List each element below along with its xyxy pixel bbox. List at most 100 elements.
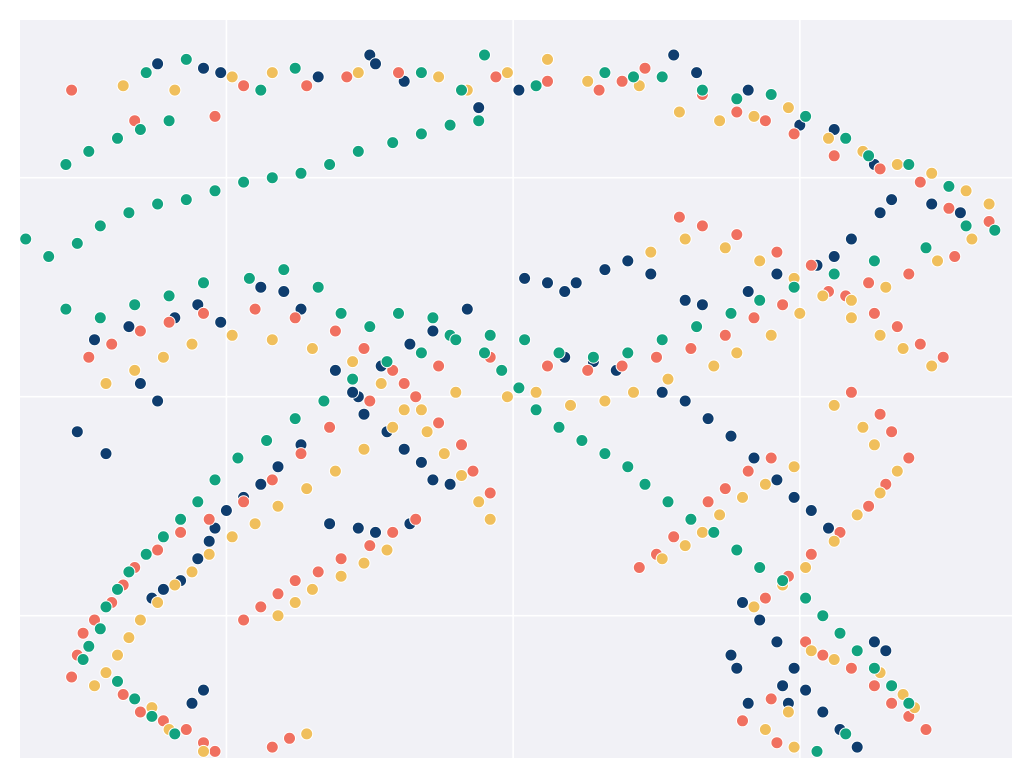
data-point-series-2 bbox=[237, 613, 251, 627]
data-point-series-4 bbox=[242, 271, 256, 285]
data-point-series-4 bbox=[99, 600, 113, 614]
data-point-series-1 bbox=[770, 267, 784, 281]
data-point-series-4 bbox=[627, 70, 640, 84]
data-point-series-2 bbox=[363, 539, 377, 553]
data-point-series-2 bbox=[730, 228, 744, 242]
data-point-series-2 bbox=[432, 359, 446, 373]
data-point-series-2 bbox=[179, 723, 193, 736]
data-point-series-4 bbox=[133, 123, 147, 136]
data-point-series-2 bbox=[741, 464, 755, 478]
data-point-series-2 bbox=[248, 302, 262, 316]
data-point-series-1 bbox=[741, 696, 755, 710]
data-point-series-3 bbox=[844, 311, 858, 325]
data-point-series-1 bbox=[804, 504, 818, 517]
data-point-series-2 bbox=[867, 306, 881, 320]
data-point-series-3 bbox=[982, 197, 996, 211]
data-point-series-1 bbox=[827, 250, 841, 263]
data-point-series-4 bbox=[655, 333, 669, 347]
data-point-series-3 bbox=[437, 447, 451, 461]
data-point-series-2 bbox=[237, 79, 251, 93]
data-point-series-4 bbox=[684, 512, 698, 526]
data-point-series-2 bbox=[208, 744, 222, 758]
data-point-series-4 bbox=[288, 412, 302, 426]
data-point-series-3 bbox=[718, 241, 732, 255]
data-point-series-3 bbox=[397, 403, 411, 417]
data-point-series-2 bbox=[730, 105, 744, 119]
data-point-series-1 bbox=[122, 320, 136, 334]
data-point-series-4 bbox=[839, 727, 853, 741]
data-point-series-2 bbox=[615, 359, 629, 373]
data-point-series-2 bbox=[718, 328, 732, 342]
data-point-series-3 bbox=[655, 552, 669, 566]
data-point-series-2 bbox=[432, 416, 446, 430]
data-point-series-2 bbox=[701, 495, 715, 509]
data-point-series-2 bbox=[271, 587, 285, 601]
data-point-series-2 bbox=[718, 482, 732, 496]
data-point-series-2 bbox=[197, 306, 210, 320]
data-point-series-2 bbox=[323, 420, 337, 434]
data-point-series-4 bbox=[93, 219, 107, 233]
data-point-series-1 bbox=[277, 285, 291, 298]
data-point-series-2 bbox=[162, 315, 176, 329]
data-point-series-3 bbox=[300, 482, 314, 496]
data-point-series-4 bbox=[111, 582, 124, 596]
data-point-series-3 bbox=[334, 569, 348, 583]
data-point-series-1 bbox=[254, 280, 268, 294]
data-point-series-4 bbox=[254, 83, 268, 97]
data-point-series-2 bbox=[483, 486, 497, 500]
data-point-series-4 bbox=[294, 166, 308, 180]
data-point-series-4 bbox=[59, 302, 73, 316]
data-point-series-3 bbox=[581, 74, 595, 88]
data-point-series-2 bbox=[82, 350, 96, 364]
data-point-series-4 bbox=[827, 267, 841, 281]
data-point-series-3 bbox=[747, 600, 761, 614]
data-point-series-2 bbox=[672, 210, 686, 224]
data-point-series-4 bbox=[443, 118, 457, 132]
data-point-series-2 bbox=[948, 250, 962, 263]
data-point-series-3 bbox=[661, 372, 675, 386]
data-point-series-3 bbox=[598, 394, 612, 408]
data-point-series-4 bbox=[277, 263, 291, 277]
data-point-series-1 bbox=[133, 377, 147, 390]
data-point-series-2 bbox=[885, 425, 899, 439]
data-point-series-2 bbox=[409, 390, 423, 404]
data-point-series-4 bbox=[661, 495, 675, 509]
data-point-series-3 bbox=[541, 52, 554, 66]
data-point-series-3 bbox=[305, 342, 319, 355]
data-point-series-1 bbox=[655, 385, 669, 399]
data-point-series-3 bbox=[890, 158, 904, 171]
data-point-series-3 bbox=[305, 582, 319, 596]
data-point-series-3 bbox=[713, 114, 727, 128]
data-point-series-2 bbox=[105, 337, 119, 351]
data-point-series-4 bbox=[862, 149, 876, 163]
data-point-series-3 bbox=[374, 377, 388, 390]
data-point-series-4 bbox=[478, 346, 491, 360]
data-point-series-4 bbox=[598, 447, 612, 461]
data-point-series-4 bbox=[122, 206, 136, 220]
data-point-series-3 bbox=[414, 403, 428, 417]
data-point-series-3 bbox=[133, 613, 147, 627]
data-point-series-4 bbox=[162, 289, 176, 303]
data-point-series-3 bbox=[844, 293, 858, 307]
data-point-series-3 bbox=[730, 346, 744, 360]
data-point-series-1 bbox=[414, 455, 428, 469]
data-point-series-4 bbox=[197, 276, 210, 290]
data-point-series-4 bbox=[598, 66, 612, 80]
data-point-series-1 bbox=[460, 302, 474, 316]
data-point-series-4 bbox=[478, 48, 491, 62]
data-point-series-3 bbox=[128, 363, 142, 377]
data-point-series-4 bbox=[351, 144, 365, 158]
data-point-series-1 bbox=[667, 48, 681, 62]
data-point-series-4 bbox=[414, 127, 428, 141]
data-point-series-3 bbox=[873, 328, 887, 342]
data-point-series-2 bbox=[770, 736, 784, 750]
data-point-series-2 bbox=[804, 258, 818, 272]
data-point-series-2 bbox=[592, 83, 606, 97]
data-point-series-4 bbox=[93, 622, 107, 636]
data-point-series-4 bbox=[392, 306, 405, 320]
data-point-series-2 bbox=[776, 298, 790, 312]
data-point-series-1 bbox=[730, 661, 744, 675]
data-point-series-4 bbox=[724, 306, 738, 320]
data-point-series-3 bbox=[202, 547, 216, 561]
data-point-series-3 bbox=[449, 385, 463, 399]
